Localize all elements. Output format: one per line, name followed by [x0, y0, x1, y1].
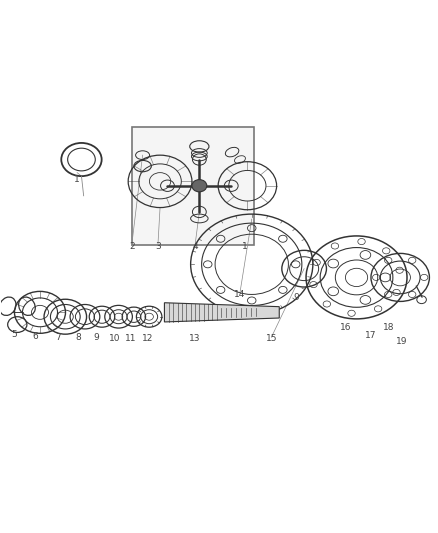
Text: 19: 19 [396, 337, 407, 346]
Text: 10: 10 [109, 334, 120, 343]
Text: 1: 1 [74, 175, 80, 184]
Text: 1: 1 [242, 243, 248, 252]
Text: 3: 3 [155, 243, 161, 252]
Text: 17: 17 [365, 331, 377, 340]
Bar [132, 127, 254, 245]
Text: 15: 15 [265, 334, 277, 343]
Text: 4: 4 [192, 243, 198, 252]
Ellipse shape [192, 180, 207, 192]
Text: 16: 16 [340, 323, 351, 332]
Text: 6: 6 [32, 332, 38, 341]
Text: 7: 7 [56, 333, 61, 342]
Text: 14: 14 [234, 290, 246, 300]
Text: 11: 11 [125, 334, 137, 343]
Text: 9: 9 [294, 293, 300, 302]
Text: 13: 13 [189, 334, 200, 343]
Text: 9: 9 [93, 333, 99, 342]
Text: 5: 5 [11, 330, 17, 338]
Text: 12: 12 [142, 334, 153, 343]
Polygon shape [164, 303, 279, 322]
Text: 18: 18 [383, 323, 394, 332]
Text: 8: 8 [75, 333, 81, 342]
Text: 2: 2 [129, 243, 134, 252]
